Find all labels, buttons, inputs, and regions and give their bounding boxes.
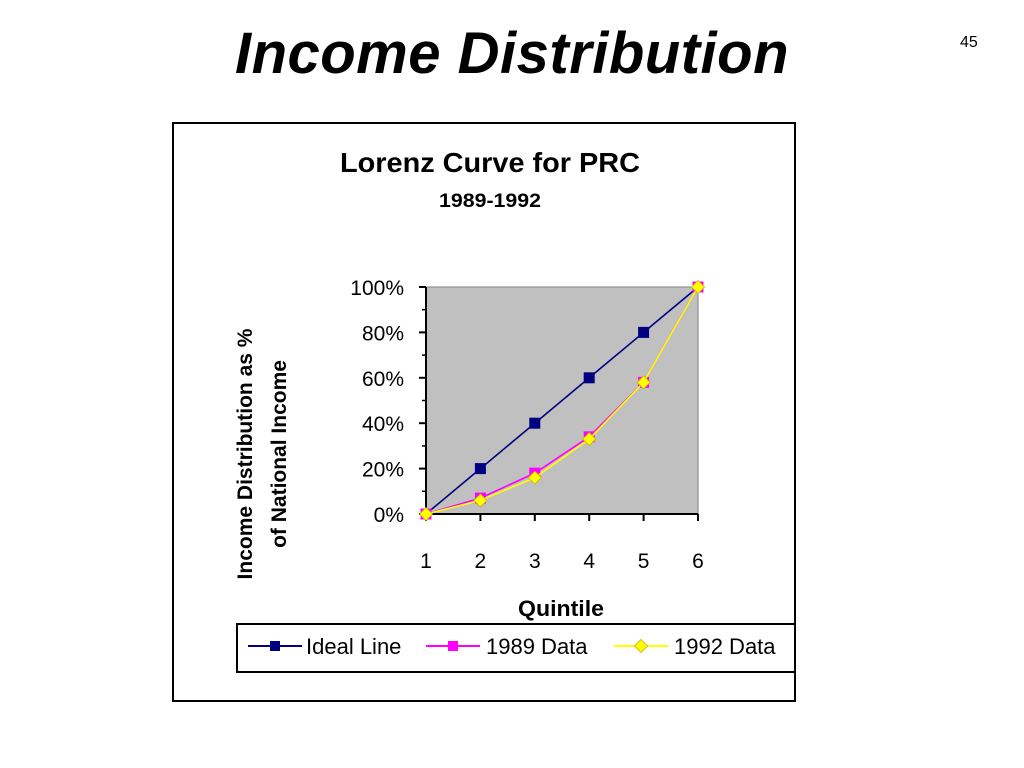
data-point — [418, 506, 434, 522]
y-axis-label-line1: Income Distribution as % — [234, 328, 257, 579]
series-line — [425, 286, 699, 515]
slide-title: Income Distribution — [234, 21, 790, 86]
x-tick-label: 3 — [529, 550, 541, 573]
slide-number: 45 — [960, 34, 978, 51]
legend-label: 1992 Data — [674, 634, 776, 659]
data-point — [690, 279, 706, 295]
series-line — [425, 286, 699, 515]
data-point — [583, 372, 595, 384]
y-tick-label: 60% — [362, 368, 404, 391]
y-tick-label: 40% — [362, 413, 404, 436]
axes: 0% 20% 40% 60% 80% 100% 1 2 3 4 5 6 — [350, 277, 704, 573]
legend-entry: Ideal Line — [248, 634, 401, 659]
legend-box — [236, 623, 794, 673]
data-point — [270, 641, 280, 651]
x-axis-label: Quintile — [518, 596, 604, 621]
data-point — [582, 432, 597, 447]
legend-label: 1989 Data — [486, 634, 588, 659]
y-tick-label: 0% — [374, 504, 404, 527]
data-point — [448, 641, 458, 651]
data-point — [474, 463, 486, 475]
data-point — [473, 493, 488, 508]
series-layer — [418, 279, 706, 522]
x-tick-label: 6 — [692, 550, 704, 573]
lorenz-chart: Lorenz Curve for PRC 1989-1992 Income Di… — [234, 147, 794, 673]
legend: Ideal Line 1989 Data 1992 Data — [236, 623, 794, 673]
series-1992-data — [418, 279, 706, 522]
data-point — [529, 417, 541, 429]
chart-title: Lorenz Curve for PRC — [340, 147, 640, 178]
x-tick-label: 5 — [638, 550, 650, 573]
data-point — [636, 375, 651, 390]
chart-subtitle: 1989-1992 — [439, 191, 541, 212]
x-tick-label: 1 — [420, 550, 432, 573]
chart-frame: Lorenz Curve for PRC 1989-1992 Income Di… — [172, 122, 796, 702]
y-axis-label-line2: of National Income — [268, 360, 291, 548]
data-point — [638, 326, 650, 338]
x-tick-label: 4 — [583, 550, 595, 573]
y-tick-label: 20% — [362, 459, 404, 482]
data-point — [527, 470, 542, 485]
y-tick-label: 80% — [362, 322, 404, 345]
data-point — [633, 638, 649, 654]
legend-entry: 1989 Data — [426, 634, 588, 659]
x-tick-label: 2 — [475, 550, 487, 573]
y-tick-label: 100% — [350, 277, 404, 300]
legend-label: Ideal Line — [306, 634, 401, 659]
legend-entry: 1992 Data — [614, 634, 776, 659]
